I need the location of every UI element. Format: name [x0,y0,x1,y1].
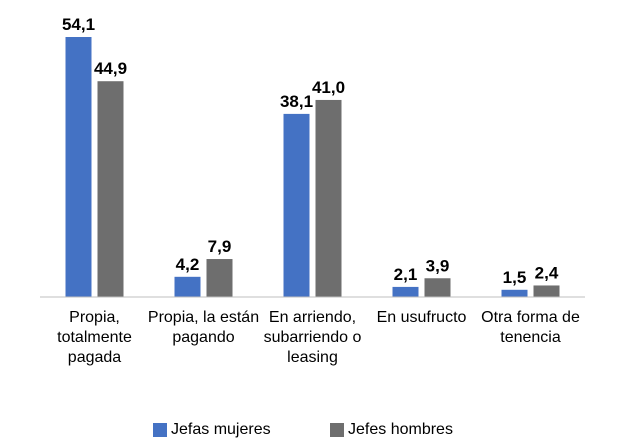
value-label: 4,2 [176,255,200,274]
bar [174,276,201,297]
value-label: 41,0 [312,78,345,97]
value-label: 1,5 [503,268,527,287]
value-label: 7,9 [208,237,232,256]
x-tick-label: En arriendo, subarriendo o leasing [263,309,362,366]
bar [315,99,342,297]
value-label: 2,1 [394,265,418,284]
bar [424,278,451,297]
legend-swatch [153,423,167,437]
x-tick-label: Otra forma de tenencia [481,309,580,346]
bar [392,286,419,297]
x-tick-label: Propia, totalmente pagada [57,309,132,366]
value-label: 3,9 [426,256,450,275]
value-label: 54,1 [62,15,95,34]
value-label: 2,4 [535,263,559,282]
bar [283,113,310,297]
x-tick-label: En usufructo [376,309,467,326]
bar [65,37,92,297]
value-label: 38,1 [280,92,313,111]
legend-label: Jefes hombres [348,421,453,438]
bar [501,289,528,297]
bar [533,285,560,297]
bar [97,81,124,297]
legend-label: Jefas mujeres [171,421,271,438]
value-label: 44,9 [94,59,127,78]
bar [206,259,233,297]
legend-swatch [330,423,344,437]
x-tick-label: Propia, la están pagando [147,309,260,346]
